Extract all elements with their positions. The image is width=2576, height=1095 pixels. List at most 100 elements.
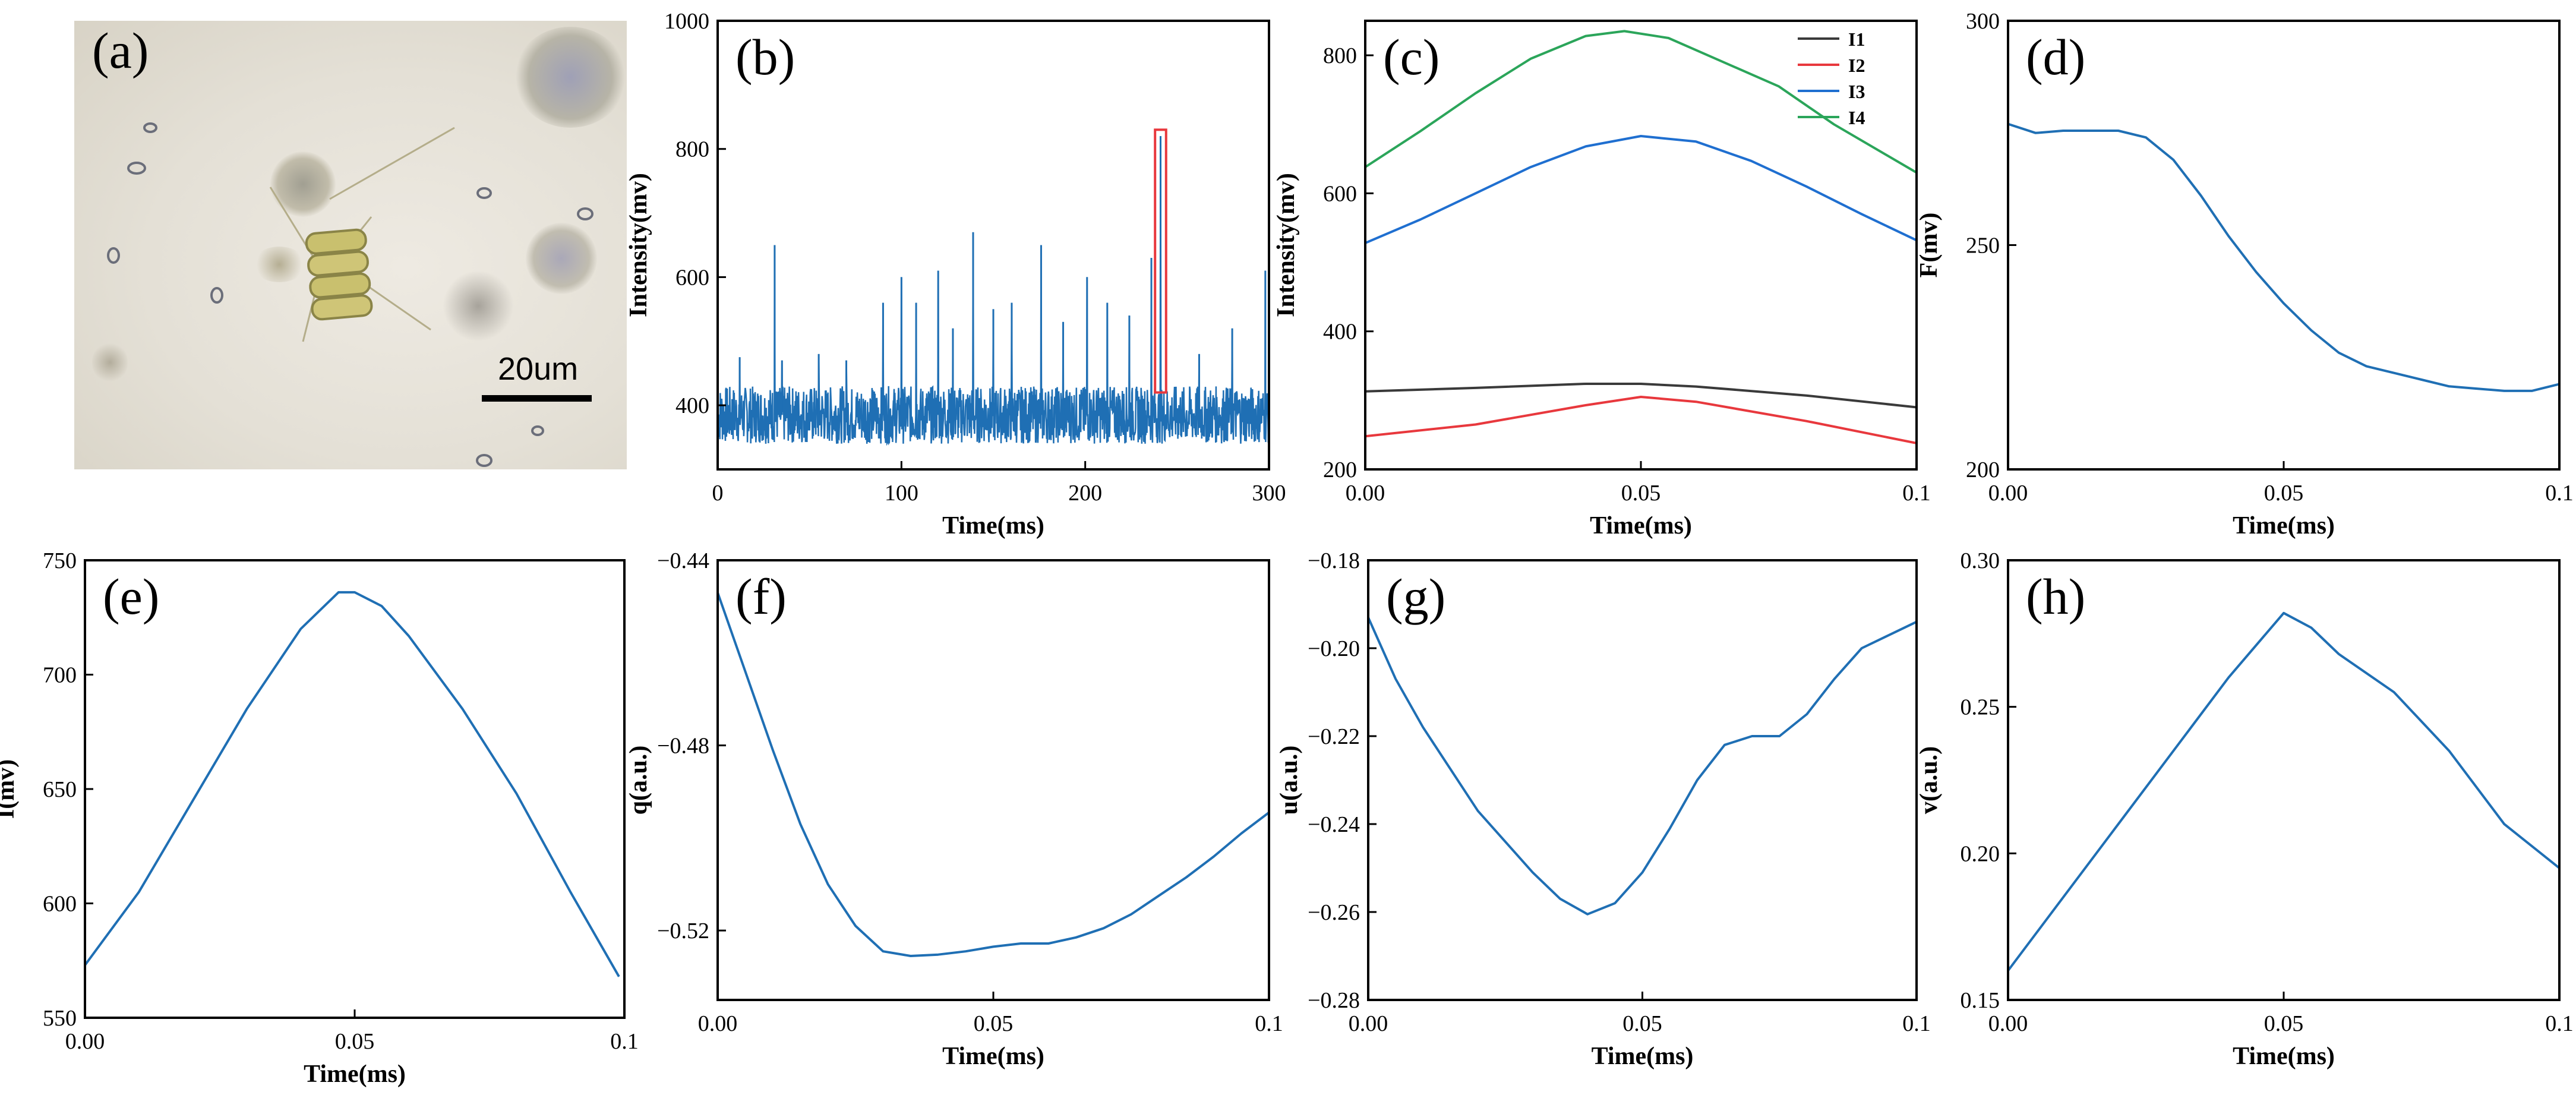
- x-tick-label: 0.1: [2545, 1011, 2574, 1036]
- y-axis-label: u(a.u.): [1276, 746, 1303, 815]
- y-axis-label: q(a.u.): [625, 746, 652, 815]
- cell-fragment: [443, 270, 514, 342]
- x-tick-label: 0: [712, 481, 724, 506]
- y-tick-label: −0.26: [1308, 900, 1360, 925]
- y-tick-label: 600: [675, 265, 709, 290]
- y-tick-label: 0.15: [1961, 988, 2000, 1013]
- y-tick-label: 0.25: [1961, 695, 2000, 720]
- series-line-c-I4: [1365, 30, 1917, 174]
- y-tick-label: 300: [1966, 9, 2000, 34]
- x-tick-label: 0.1: [610, 1029, 639, 1054]
- x-axis-label: Time(ms): [1590, 512, 1692, 539]
- plot-frame: [1367, 559, 1918, 1001]
- y-tick-label: 600: [43, 892, 77, 917]
- panel-label-d: (d): [2026, 29, 2085, 86]
- x-tick-label: 0.05: [2264, 1011, 2304, 1036]
- series-line-d-d: [2008, 122, 2559, 392]
- y-axis-label: Intensity(mv): [625, 173, 652, 317]
- x-tick-label: 0.05: [974, 1011, 1014, 1036]
- y-tick-label: 800: [1323, 43, 1357, 68]
- x-tick-label: 100: [885, 481, 918, 506]
- panel-label-h: (h): [2026, 568, 2085, 625]
- legend-label-I1: I1: [1848, 29, 1865, 50]
- x-tick-label: 0.00: [1349, 1011, 1388, 1036]
- y-axis-label: F(mv): [1915, 213, 1943, 278]
- y-tick-label: −0.20: [1308, 636, 1360, 661]
- plot-frame: [2007, 559, 2561, 1001]
- y-tick-label: 400: [1323, 320, 1357, 345]
- y-tick-label: 650: [43, 777, 77, 802]
- series-line-e-e: [85, 591, 620, 977]
- series-line-c-I1: [1365, 383, 1917, 409]
- debris-cluster-right: [526, 223, 597, 294]
- x-axis-label: Time(ms): [2233, 1043, 2335, 1070]
- panel-label-g: (g): [1386, 568, 1445, 625]
- y-tick-label: 800: [675, 137, 709, 162]
- series-line-f-f: [718, 592, 1269, 957]
- y-tick-label: 750: [43, 548, 77, 573]
- x-tick-label: 0.1: [2545, 481, 2574, 506]
- x-tick-label: 0.00: [1988, 481, 2028, 506]
- chart-g: 0.00 0.05 0.1 −0.28 −0.26 −0.24 −0.22 −0.20 −0.1…: [1276, 548, 1931, 1070]
- legend-label-I3: I3: [1848, 81, 1865, 102]
- y-tick-label: −0.18: [1308, 548, 1360, 573]
- y-tick-label: 0.20: [1961, 841, 2000, 866]
- highlight-box: [1154, 128, 1167, 394]
- plot-frame: [716, 20, 1270, 471]
- y-axis-label: I(mv): [0, 759, 20, 819]
- y-tick-label: −0.28: [1308, 988, 1360, 1013]
- chart-b: 0 100 200 300 400 600 800 1000 Time(ms) Intensity…: [625, 9, 1286, 539]
- y-tick-label: 250: [1966, 233, 2000, 258]
- debris-cluster-top-right: [514, 27, 627, 128]
- x-tick-label: 0.05: [1621, 481, 1661, 506]
- chart-f: 0.00 0.05 0.1 −0.52 −0.48 −0.44 Time(ms) q(a.u.…: [625, 548, 1283, 1070]
- legend-label-I2: I2: [1848, 55, 1865, 76]
- plot-frame: [2007, 20, 2561, 471]
- x-tick-label: 0.00: [698, 1011, 738, 1036]
- x-axis-label: Time(ms): [1592, 1043, 1694, 1070]
- chart-e: 0.00 0.05 0.1 550 600 650 700 750 Time(ms) I(mv) (…: [0, 548, 639, 1088]
- y-tick-label: 1000: [664, 9, 709, 34]
- y-tick-label: −0.52: [657, 919, 709, 943]
- x-tick-label: 0.1: [1255, 1011, 1283, 1036]
- x-tick-label: 0.00: [65, 1029, 105, 1054]
- y-tick-label: 0.30: [1961, 548, 2000, 573]
- series-line-c-I3: [1365, 135, 1917, 244]
- x-axis-label: Time(ms): [304, 1061, 406, 1088]
- x-tick-label: 0.1: [1902, 1011, 1931, 1036]
- y-tick-label: 200: [1323, 457, 1357, 482]
- y-tick-label: 600: [1323, 181, 1357, 206]
- scale-bar: [482, 395, 592, 402]
- y-tick-label: −0.24: [1308, 812, 1360, 837]
- x-tick-label: 0.1: [1902, 481, 1931, 506]
- plot-frame: [84, 559, 626, 1019]
- y-axis-label: v(a.u.): [1915, 746, 1943, 814]
- chart-c: 0.00 0.05 0.1 200 400 600 800 Time(ms) Intensity…: [1273, 20, 1931, 539]
- y-tick-label: 200: [1966, 457, 2000, 482]
- x-tick-label: 300: [1252, 481, 1286, 506]
- series-line-h-h: [2008, 611, 2559, 971]
- x-axis-label: Time(ms): [942, 1043, 1044, 1070]
- plot-frame: [1364, 20, 1918, 471]
- plot-frame: [716, 559, 1270, 1001]
- panel-label-c: (c): [1383, 29, 1439, 86]
- y-tick-label: 550: [43, 1006, 77, 1031]
- cell-fragment: [252, 247, 306, 282]
- x-axis-label: Time(ms): [942, 512, 1044, 539]
- series-line-g-g: [1368, 617, 1917, 916]
- y-tick-label: 400: [675, 393, 709, 418]
- legend-label-I4: I4: [1848, 107, 1865, 128]
- x-tick-label: 0.05: [2264, 481, 2304, 506]
- y-tick-label: −0.22: [1308, 724, 1360, 749]
- chart-d: 0.00 0.05 0.1 200 250 300 Time(ms) F(mv) (d): [1915, 9, 2574, 539]
- cell-fragment: [92, 342, 128, 383]
- panel-label-e: (e): [103, 568, 159, 625]
- y-axis-label: Intensity(mv): [1273, 173, 1300, 317]
- panel-label-f: (f): [735, 568, 787, 625]
- x-tick-label: 0.05: [1622, 1011, 1662, 1036]
- y-tick-label: 700: [43, 663, 77, 688]
- chart-h: 0.00 0.05 0.1 0.15 0.20 0.25 0.30 Time(ms) v(a.u…: [1915, 548, 2574, 1070]
- x-tick-label: 0.00: [1346, 481, 1385, 506]
